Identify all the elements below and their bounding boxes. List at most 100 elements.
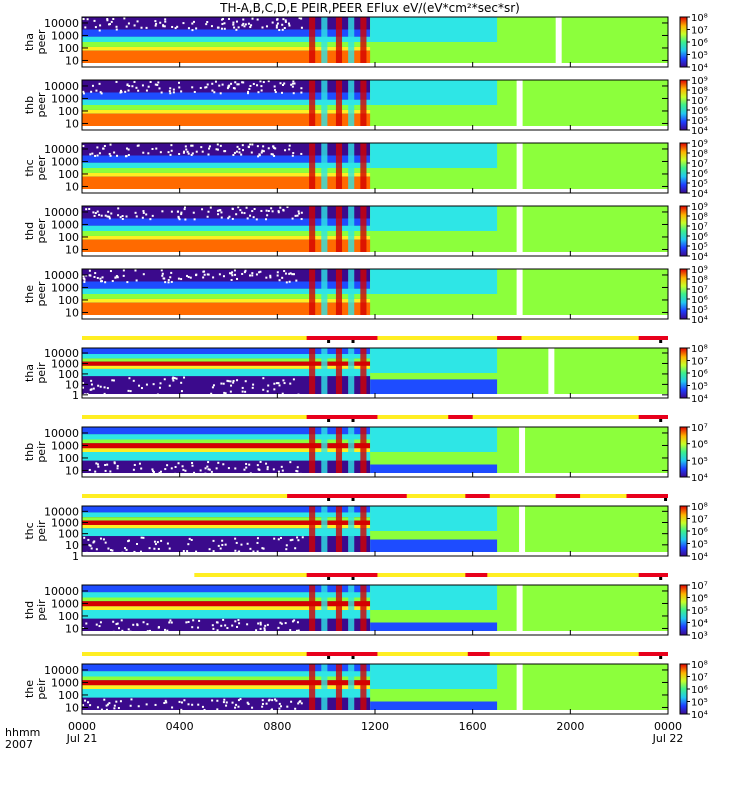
noise-speckle bbox=[183, 150, 186, 153]
noise-speckle bbox=[113, 151, 116, 154]
mode-bar-mark bbox=[659, 656, 663, 659]
data-gap bbox=[516, 143, 523, 193]
spectrogram-body bbox=[82, 206, 668, 256]
noise-speckle bbox=[142, 211, 145, 214]
noise-speckle bbox=[260, 151, 263, 154]
noise-speckle bbox=[206, 465, 209, 468]
noise-speckle bbox=[127, 154, 130, 157]
noise-speckle bbox=[218, 273, 221, 276]
noise-speckle bbox=[259, 621, 262, 624]
noise-speckle bbox=[102, 147, 105, 150]
noise-speckle bbox=[116, 275, 119, 278]
colorbar-tick-label: 10⁶ bbox=[691, 38, 708, 49]
data-gap bbox=[555, 17, 562, 67]
y-tick-label: 1000 bbox=[51, 218, 79, 231]
noise-speckle bbox=[99, 91, 102, 94]
burst-stripe bbox=[309, 143, 316, 193]
noise-speckle bbox=[88, 544, 91, 547]
mode-bar bbox=[82, 494, 668, 501]
mode-bar-mark bbox=[659, 419, 663, 422]
noise-speckle bbox=[89, 388, 92, 391]
noise-speckle bbox=[138, 384, 141, 387]
noise-speckle bbox=[256, 464, 259, 467]
colorbar bbox=[679, 584, 688, 636]
species-label: peir bbox=[35, 362, 48, 384]
noise-speckle bbox=[189, 276, 192, 279]
noise-speckle bbox=[153, 540, 156, 543]
noise-speckle bbox=[87, 538, 90, 541]
mode-bar-red bbox=[306, 652, 378, 656]
noise-speckle bbox=[223, 698, 226, 701]
noise-speckle bbox=[245, 462, 248, 465]
noise-speckle bbox=[134, 211, 137, 214]
burst-stripe bbox=[335, 143, 343, 193]
y-tick-label: 10 bbox=[65, 701, 79, 714]
noise-speckle bbox=[90, 383, 93, 386]
noise-speckle bbox=[236, 145, 239, 148]
burst-stripe bbox=[348, 585, 355, 635]
noise-speckle bbox=[275, 26, 278, 29]
noise-speckle bbox=[226, 379, 229, 382]
noise-speckle bbox=[235, 703, 238, 706]
noise-speckle bbox=[185, 148, 188, 151]
noise-speckle bbox=[155, 22, 158, 25]
noise-speckle bbox=[277, 211, 280, 214]
noise-speckle bbox=[178, 86, 181, 89]
plasma-region-high bbox=[370, 17, 498, 42]
noise-speckle bbox=[186, 550, 189, 553]
probe-label: thd bbox=[23, 601, 36, 619]
noise-speckle bbox=[283, 82, 286, 85]
noise-speckle bbox=[89, 544, 92, 547]
colorbar-tick-label: 10⁴ bbox=[691, 189, 708, 200]
noise-speckle bbox=[129, 704, 132, 707]
noise-speckle bbox=[256, 145, 259, 148]
noise-speckle bbox=[205, 86, 208, 89]
colorbar-tick-label: 10⁵ bbox=[691, 51, 708, 62]
noise-speckle bbox=[210, 25, 213, 28]
noise-speckle bbox=[204, 86, 207, 89]
noise-speckle bbox=[250, 24, 253, 27]
noise-speckle bbox=[250, 151, 253, 154]
noise-speckle bbox=[140, 26, 143, 29]
noise-speckle bbox=[217, 209, 220, 212]
noise-speckle bbox=[208, 548, 211, 551]
noise-speckle bbox=[120, 89, 123, 92]
noise-speckle bbox=[176, 25, 179, 28]
noise-speckle bbox=[191, 22, 194, 25]
noise-speckle bbox=[151, 214, 154, 217]
noise-speckle bbox=[255, 273, 258, 276]
noise-speckle bbox=[192, 20, 195, 23]
colorbar bbox=[679, 79, 688, 131]
noise-speckle bbox=[104, 214, 107, 217]
noise-speckle bbox=[245, 466, 248, 469]
y-tick-label: 10 bbox=[65, 464, 79, 477]
noise-speckle bbox=[110, 212, 113, 215]
burst-stripe bbox=[335, 269, 343, 319]
noise-speckle bbox=[170, 621, 173, 624]
burst-stripe bbox=[309, 506, 316, 556]
noise-speckle bbox=[263, 627, 266, 630]
noise-speckle bbox=[172, 379, 175, 382]
noise-speckle bbox=[109, 154, 112, 157]
species-label: peer bbox=[35, 92, 48, 118]
noise-speckle bbox=[178, 153, 181, 156]
noise-speckle bbox=[96, 154, 99, 157]
noise-speckle bbox=[265, 25, 268, 28]
noise-speckle bbox=[252, 82, 255, 85]
noise-speckle bbox=[300, 218, 303, 221]
mode-bar-red bbox=[287, 494, 407, 498]
noise-speckle bbox=[261, 702, 264, 705]
noise-speckle bbox=[246, 701, 249, 704]
noise-speckle bbox=[234, 467, 237, 470]
noise-speckle bbox=[133, 24, 136, 27]
y-tick-label: 1000 bbox=[51, 597, 79, 610]
noise-speckle bbox=[93, 214, 96, 217]
noise-speckle bbox=[110, 549, 113, 552]
species-label: peer bbox=[35, 281, 48, 307]
noise-speckle bbox=[127, 148, 130, 151]
noise-speckle bbox=[113, 707, 116, 710]
noise-speckle bbox=[263, 629, 266, 632]
noise-speckle bbox=[233, 151, 236, 154]
